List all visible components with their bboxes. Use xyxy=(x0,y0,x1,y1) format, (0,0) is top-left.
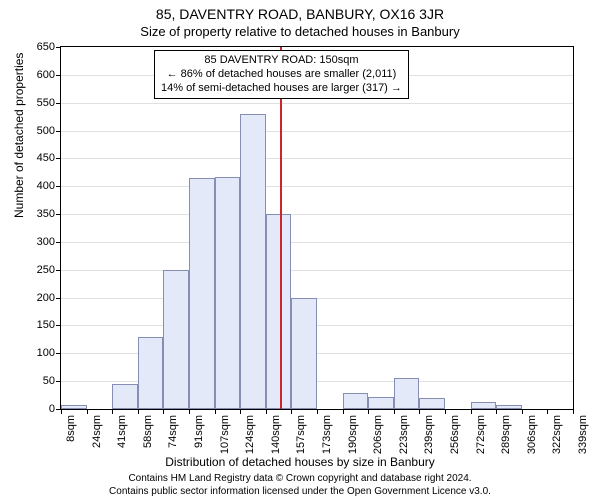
x-axis-title: Distribution of detached houses by size … xyxy=(0,455,600,469)
y-tick-label: 100 xyxy=(37,347,61,359)
x-tick xyxy=(138,409,139,414)
gridline xyxy=(61,214,573,215)
y-tick-label: 350 xyxy=(37,208,61,220)
histogram-bar xyxy=(112,384,138,409)
x-tick-label: 322sqm xyxy=(551,415,563,454)
x-tick-label: 24sqm xyxy=(91,415,103,448)
x-tick-label: 190sqm xyxy=(347,415,359,454)
footer: Contains HM Land Registry data © Crown c… xyxy=(0,473,600,498)
y-tick-label: 650 xyxy=(37,41,61,53)
y-tick-label: 250 xyxy=(37,264,61,276)
x-tick-label: 223sqm xyxy=(398,415,410,454)
gridline xyxy=(61,103,573,104)
x-tick-label: 107sqm xyxy=(219,415,231,454)
x-tick-label: 239sqm xyxy=(423,415,435,454)
x-tick xyxy=(266,409,267,414)
x-tick-label: 91sqm xyxy=(193,415,205,448)
histogram-bar xyxy=(266,214,292,409)
histogram-bar xyxy=(189,178,215,409)
histogram-bar xyxy=(394,378,420,409)
histogram-bar xyxy=(291,298,317,409)
y-tick-label: 600 xyxy=(37,69,61,81)
x-tick xyxy=(368,409,369,414)
chart-area: 0501001502002503003504004505005506006508… xyxy=(60,46,574,410)
x-tick xyxy=(343,409,344,414)
gridline xyxy=(61,298,573,299)
x-tick xyxy=(291,409,292,414)
histogram-bar xyxy=(368,397,394,409)
x-tick xyxy=(547,409,548,414)
footer-line-2: Contains public sector information licen… xyxy=(0,486,600,499)
y-tick-label: 200 xyxy=(37,292,61,304)
x-tick xyxy=(573,409,574,414)
histogram-bar xyxy=(496,405,522,409)
x-tick xyxy=(496,409,497,414)
histogram-bar xyxy=(138,337,164,409)
plot-area: 0501001502002503003504004505005506006508… xyxy=(60,46,574,410)
subtitle: Size of property relative to detached ho… xyxy=(0,22,600,39)
x-tick-label: 124sqm xyxy=(244,415,256,454)
y-tick-label: 400 xyxy=(37,180,61,192)
reference-line xyxy=(280,47,282,409)
x-tick-label: 8sqm xyxy=(65,415,77,442)
x-tick xyxy=(394,409,395,414)
y-tick-label: 300 xyxy=(37,236,61,248)
y-tick-label: 450 xyxy=(37,152,61,164)
x-tick-label: 173sqm xyxy=(321,415,333,454)
info-line-3: 14% of semi-detached houses are larger (… xyxy=(161,82,402,96)
gridline xyxy=(61,158,573,159)
info-line-1: 85 DAVENTRY ROAD: 150sqm xyxy=(161,54,402,68)
x-tick xyxy=(163,409,164,414)
x-tick xyxy=(87,409,88,414)
x-tick xyxy=(317,409,318,414)
y-tick-label: 150 xyxy=(37,319,61,331)
info-line-2: ← 86% of detached houses are smaller (2,… xyxy=(161,68,402,82)
histogram-bar xyxy=(163,270,189,409)
gridline xyxy=(61,325,573,326)
x-tick-label: 157sqm xyxy=(295,415,307,454)
y-axis-title: Number of detached properties xyxy=(12,53,26,218)
x-tick xyxy=(61,409,62,414)
x-tick-label: 74sqm xyxy=(167,415,179,448)
y-tick-label: 500 xyxy=(37,125,61,137)
gridline xyxy=(61,186,573,187)
reference-info-box: 85 DAVENTRY ROAD: 150sqm ← 86% of detach… xyxy=(154,50,409,99)
page-title: 85, DAVENTRY ROAD, BANBURY, OX16 3JR xyxy=(0,6,600,22)
y-tick-label: 0 xyxy=(49,403,61,415)
x-tick-label: 339sqm xyxy=(577,415,589,454)
x-tick xyxy=(445,409,446,414)
x-tick-label: 272sqm xyxy=(475,415,487,454)
histogram-bar xyxy=(419,398,445,409)
histogram-bar xyxy=(215,177,241,409)
chart-container: 85, DAVENTRY ROAD, BANBURY, OX16 3JR Siz… xyxy=(0,0,600,500)
histogram-bar xyxy=(61,405,87,409)
x-tick xyxy=(112,409,113,414)
x-tick-label: 256sqm xyxy=(449,415,461,454)
gridline xyxy=(61,131,573,132)
x-tick-label: 140sqm xyxy=(270,415,282,454)
footer-line-1: Contains HM Land Registry data © Crown c… xyxy=(0,473,600,486)
x-tick xyxy=(471,409,472,414)
x-tick-label: 41sqm xyxy=(116,415,128,448)
gridline xyxy=(61,270,573,271)
header: 85, DAVENTRY ROAD, BANBURY, OX16 3JR xyxy=(0,0,600,22)
x-tick-label: 306sqm xyxy=(526,415,538,454)
histogram-bar xyxy=(343,393,369,409)
x-tick xyxy=(215,409,216,414)
x-tick xyxy=(419,409,420,414)
histogram-bar xyxy=(471,402,497,409)
x-tick xyxy=(240,409,241,414)
x-tick xyxy=(522,409,523,414)
x-tick xyxy=(189,409,190,414)
y-tick-label: 50 xyxy=(43,375,61,387)
x-tick-label: 58sqm xyxy=(142,415,154,448)
y-tick-label: 550 xyxy=(37,97,61,109)
x-tick-label: 289sqm xyxy=(500,415,512,454)
gridline xyxy=(61,242,573,243)
histogram-bar xyxy=(240,114,266,409)
x-tick-label: 206sqm xyxy=(372,415,384,454)
